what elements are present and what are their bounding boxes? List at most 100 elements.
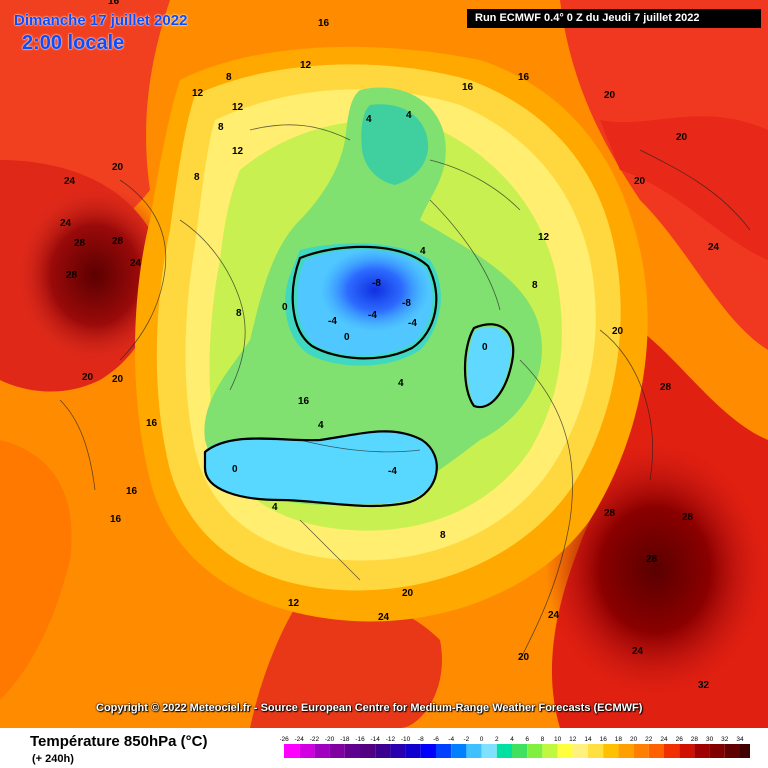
legend-color-swatch bbox=[314, 744, 330, 758]
legend-tick-label: -18 bbox=[340, 736, 350, 743]
legend-tick-label: 16 bbox=[600, 736, 608, 743]
legend-tick-label: 20 bbox=[630, 736, 638, 743]
isotherm-label: 12 bbox=[538, 232, 550, 243]
legend-color-swatch bbox=[496, 744, 512, 758]
isotherm-label: 16 bbox=[110, 514, 122, 525]
legend-color-swatch bbox=[299, 744, 315, 758]
legend-color-swatch bbox=[633, 744, 649, 758]
legend-tick-label: 28 bbox=[691, 736, 699, 743]
isotherm-label: -4 bbox=[328, 316, 337, 327]
isotherm-label: 20 bbox=[676, 132, 688, 143]
cold-lobe-east bbox=[467, 326, 511, 406]
legend-tick-label: -2 bbox=[464, 736, 470, 743]
isotherm-label: 12 bbox=[232, 146, 244, 157]
isotherm-label: 0 bbox=[232, 464, 238, 475]
cold-lobe-south bbox=[205, 432, 437, 505]
legend-color-swatch bbox=[664, 744, 680, 758]
legend-tick-label: 6 bbox=[525, 736, 529, 743]
legend-tick-label: 34 bbox=[736, 736, 744, 743]
isotherm-label: 4 bbox=[406, 110, 412, 121]
isotherm-label: 16 bbox=[318, 18, 330, 29]
isotherm-label: 20 bbox=[634, 176, 646, 187]
date-title: Dimanche 17 juillet 2022 bbox=[14, 12, 188, 29]
isotherm-label: 12 bbox=[300, 60, 312, 71]
legend-color-swatch bbox=[512, 744, 528, 758]
legend-tick-label: 2 bbox=[495, 736, 499, 743]
legend-color-swatch bbox=[572, 744, 588, 758]
patch-aqua-north bbox=[361, 104, 429, 185]
isotherm-label: -8 bbox=[402, 298, 411, 309]
isotherm-label: 24 bbox=[130, 258, 142, 269]
isotherm-label: -4 bbox=[368, 310, 377, 321]
legend-color-swatch bbox=[344, 744, 360, 758]
legend-tick-label: 4 bbox=[510, 736, 514, 743]
isotherm-label: 28 bbox=[112, 236, 124, 247]
isotherm-label: -4 bbox=[408, 318, 417, 329]
warm-zone-sw bbox=[0, 440, 72, 700]
isotherm-label: 20 bbox=[612, 326, 624, 337]
legend-color-swatch bbox=[375, 744, 391, 758]
isotherm-label: 16 bbox=[126, 486, 138, 497]
legend-tick-label: 22 bbox=[645, 736, 653, 743]
hot-zone-south bbox=[250, 596, 442, 728]
isotherm-label: 12 bbox=[192, 88, 204, 99]
legend-tick-label: 32 bbox=[721, 736, 729, 743]
isotherm-label: 24 bbox=[60, 218, 72, 229]
legend-tick-label: 26 bbox=[676, 736, 684, 743]
legend-tick-label: -8 bbox=[418, 736, 424, 743]
legend-tick-label: 8 bbox=[541, 736, 545, 743]
lead-time: (+ 240h) bbox=[32, 753, 74, 765]
isotherm-label: 24 bbox=[548, 610, 560, 621]
legend-tick-label: 12 bbox=[569, 736, 577, 743]
legend-color-swatch bbox=[527, 744, 543, 758]
isotherm-label: 24 bbox=[378, 612, 390, 623]
isotherm-label: 8 bbox=[226, 72, 232, 83]
legend-tick-label: 0 bbox=[480, 736, 484, 743]
legend-tick-label: -10 bbox=[401, 736, 411, 743]
isotherm-label: 12 bbox=[232, 102, 244, 113]
legend-color-swatch bbox=[451, 744, 467, 758]
legend-color-swatch bbox=[284, 744, 300, 758]
isotherm-label: 4 bbox=[272, 502, 278, 513]
legend-color-swatch bbox=[740, 744, 750, 758]
legend-color-swatch bbox=[648, 744, 664, 758]
zero-isotherm bbox=[203, 245, 515, 508]
legend-color-swatch bbox=[329, 744, 345, 758]
heat-core-east bbox=[545, 445, 765, 695]
legend-tick-label: 24 bbox=[660, 736, 668, 743]
color-scale-legend: -26 -24 -22 -20 -18 -16 -14 -12 -10 -8 -6 -4 -2 0 2 4 6 8… bbox=[280, 736, 750, 758]
legend-color-swatch bbox=[724, 744, 740, 758]
legend-color-swatch bbox=[466, 744, 482, 758]
isotherm-label: 8 bbox=[532, 280, 538, 291]
legend-color-swatch bbox=[405, 744, 421, 758]
isotherm-label: 28 bbox=[682, 512, 694, 523]
isotherm-label: 24 bbox=[632, 646, 644, 657]
isotherm-label: 0 bbox=[482, 342, 488, 353]
legend-color-swatch bbox=[603, 744, 619, 758]
legend-color-swatch bbox=[709, 744, 725, 758]
isotherm-label: 4 bbox=[318, 420, 324, 431]
legend-color-swatch bbox=[420, 744, 436, 758]
isotherm-labels: -8 -8 -4 -4 -4 -4 0 0 0 0 4 4 4 4 4 8 8 8 8 8 12 12 12 12 12 16 16… bbox=[60, 0, 720, 691]
isotherm-label: 24 bbox=[708, 242, 720, 253]
legend-color-swatch bbox=[360, 744, 376, 758]
legend-tick-label: -6 bbox=[433, 736, 439, 743]
isotherm-label: 8 bbox=[236, 308, 242, 319]
legend-color-swatch bbox=[481, 744, 497, 758]
legend-tick-label: 30 bbox=[706, 736, 714, 743]
isotherm-label: 28 bbox=[604, 508, 616, 519]
legend-tick-label: -20 bbox=[325, 736, 335, 743]
isotherm-label: 20 bbox=[402, 588, 414, 599]
isotherm-label: 28 bbox=[660, 382, 672, 393]
isotherm-label: 28 bbox=[74, 238, 86, 249]
isotherm-label: 20 bbox=[604, 90, 616, 101]
map-footer: Température 850hPa (°C) (+ 240h) -26 -24-… bbox=[0, 728, 768, 768]
copyright-notice: Copyright © 2022 Meteociel.fr - Source E… bbox=[96, 702, 643, 714]
legend-tick-label: -24 bbox=[294, 736, 304, 743]
isotherm-label: 16 bbox=[108, 0, 120, 7]
isotherm-label: -4 bbox=[388, 466, 397, 477]
cold-core bbox=[320, 248, 430, 332]
isotherm-label: 20 bbox=[112, 162, 124, 173]
legend-tick-label: -22 bbox=[310, 736, 320, 743]
isotherm-label: 4 bbox=[398, 378, 404, 389]
